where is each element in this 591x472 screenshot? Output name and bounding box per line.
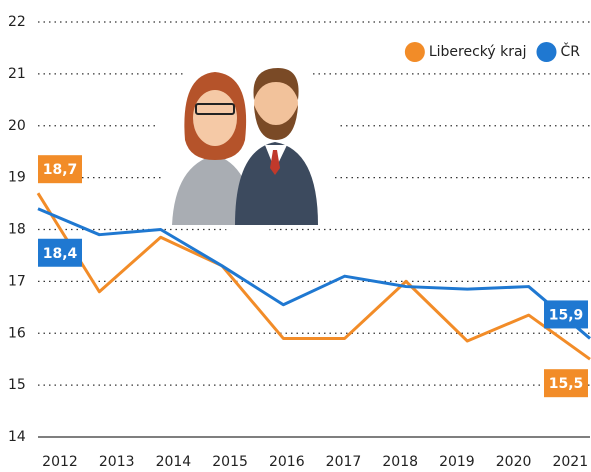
y-tick-label: 21 — [8, 66, 26, 82]
x-tick-label: 2013 — [99, 454, 135, 470]
value-label: 18,7 — [43, 162, 78, 178]
woman-body — [172, 155, 255, 225]
x-tick-label: 2021 — [552, 454, 588, 470]
y-tick-label: 18 — [8, 222, 26, 238]
glasses — [195, 103, 235, 115]
x-tick-label: 2014 — [156, 454, 192, 470]
legend-marker — [404, 42, 425, 62]
value-label-bg — [544, 369, 588, 398]
y-tick-label: 22 — [8, 14, 26, 30]
value-label: 15,9 — [549, 307, 584, 323]
x-tick-label: 2018 — [382, 454, 418, 470]
x-tick-label: 2019 — [439, 454, 475, 470]
x-tick-label: 2015 — [212, 454, 248, 470]
man-face — [254, 77, 298, 133]
value-label-bg — [38, 238, 82, 267]
man-beard — [254, 105, 298, 140]
line — [37, 207, 591, 340]
value-label-bg — [544, 300, 588, 329]
y-tick-label: 17 — [8, 273, 26, 289]
legend-marker — [536, 42, 557, 62]
y-tick-label: 15 — [8, 377, 26, 393]
y-tick-label: 19 — [8, 170, 26, 186]
y-tick-label: 20 — [8, 118, 26, 134]
woman-face — [193, 90, 237, 146]
x-tick-label: 2017 — [326, 454, 362, 470]
value-label: 15,5 — [549, 376, 584, 392]
man-body — [235, 142, 318, 225]
value-label: 18,4 — [43, 246, 78, 262]
line — [36, 192, 591, 361]
value-label-bg — [38, 155, 82, 184]
y-tick-label: 16 — [8, 325, 26, 341]
y-tick-label: 14 — [8, 429, 26, 445]
illustration — [156, 48, 340, 232]
man-hair — [253, 68, 299, 100]
man-tie — [270, 150, 280, 175]
x-tick-label: 2020 — [496, 454, 532, 470]
legend-label: ČR — [560, 42, 580, 60]
legend-label: Liberecký kraj — [429, 44, 527, 60]
x-tick-label: 2016 — [269, 454, 305, 470]
x-tick-label: 2012 — [42, 454, 78, 470]
